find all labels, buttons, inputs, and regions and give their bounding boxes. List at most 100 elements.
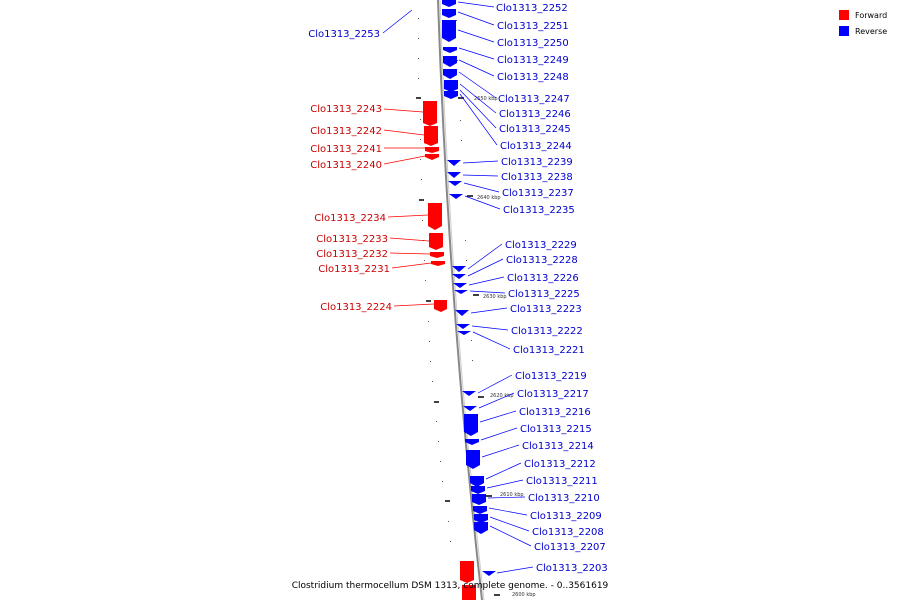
gene-label: Clo1313_2234 (314, 213, 386, 224)
gene-label: Clo1313_2208 (532, 527, 604, 538)
reverse-gene-block (447, 172, 461, 178)
tick-label: 2630 kbp (483, 294, 507, 300)
reverse-gene-block (444, 91, 458, 99)
gene-label: Clo1313_2214 (522, 441, 594, 452)
reverse-gene-block (453, 283, 467, 288)
gene-label: Clo1313_2210 (528, 493, 600, 504)
reverse-gene-block (454, 290, 468, 294)
gene-label: Clo1313_2228 (506, 255, 578, 266)
reverse-gene-block (471, 486, 485, 494)
gene-label: Clo1313_2216 (519, 407, 591, 418)
reverse-gene-block (449, 194, 463, 199)
gene-label: Clo1313_2245 (499, 124, 571, 135)
forward-gene-block (425, 154, 439, 160)
gene-label: Clo1313_2235 (503, 205, 575, 216)
reverse-gene-block (456, 324, 470, 329)
reverse-gene-block (470, 476, 484, 487)
genome-backbone (437, 0, 483, 600)
reverse-gene-block (443, 69, 457, 79)
gene-label: Clo1313_2224 (320, 302, 392, 313)
tick-mark: 2610 kbp (486, 492, 524, 498)
gene-label: Clo1313_2207 (534, 542, 606, 553)
gene-label: Clo1313_2223 (510, 304, 582, 315)
reverse-gene-block (442, 20, 456, 42)
gene-label: Clo1313_2222 (511, 326, 583, 337)
gene-label: Clo1313_2203 (536, 563, 608, 574)
reverse-gene-block (447, 160, 461, 166)
gene-label: Clo1313_2209 (530, 511, 602, 522)
forward-gene-block (425, 147, 439, 153)
gene-label: Clo1313_2250 (497, 38, 569, 49)
gene-label: Clo1313_2233 (316, 234, 388, 245)
reverse-gene-block (482, 571, 496, 576)
gene-label: Clo1313_2248 (497, 72, 569, 83)
reverse-gene-block (465, 439, 479, 445)
reverse-leaders (457, 1, 534, 574)
gene-label: Clo1313_2238 (501, 172, 573, 183)
gene-label: Clo1313_2226 (507, 273, 579, 284)
reverse-gene-block (474, 522, 488, 534)
tick-mark: 2630 kbp (473, 294, 507, 300)
map-title: Clostridium thermocellum DSM 1313, compl… (292, 581, 609, 591)
reverse-gene-block (448, 181, 462, 186)
reverse-gene-block (452, 266, 466, 272)
gene-label: Clo1313_2217 (517, 389, 589, 400)
reverse-gene-block (472, 494, 486, 505)
forward-gene-block (428, 203, 442, 230)
reverse-gene-block (443, 47, 457, 53)
gene-label: Clo1313_2253 (308, 29, 380, 40)
tick-mark: 2620 kbp (478, 393, 514, 399)
gene-label: Clo1313_2251 (497, 21, 569, 32)
reverse-gene-block (443, 56, 457, 67)
forward-gene-block (462, 585, 476, 600)
reverse-gene-block (462, 391, 476, 396)
forward-gene-block (434, 300, 447, 312)
legend: Forward Reverse (839, 10, 887, 36)
gene-label: Clo1313_2237 (502, 188, 574, 199)
reverse-gene-block (473, 506, 487, 514)
tick-label: 2640 kbp (477, 195, 501, 201)
tick-mark: 2640 kbp (467, 195, 501, 201)
gene-label: Clo1313_2219 (515, 371, 587, 382)
forward-genes (423, 101, 476, 600)
legend-reverse-label: Reverse (855, 27, 887, 36)
reverse-gene-block (444, 80, 458, 92)
scale-ticks: 2650 kbp 2640 kbp 2630 kbp 2620 kbp 2610… (416, 96, 536, 598)
tick-label: 2610 kbp (500, 492, 524, 498)
forward-gene-block (429, 233, 443, 250)
forward-gene-block (423, 101, 437, 126)
forward-labels: Clo1313_2253 Clo1313_2243 Clo1313_2242 C… (308, 29, 392, 313)
reverse-gene-block (474, 514, 488, 523)
forward-leaders (383, 108, 435, 307)
gene-label: Clo1313_2243 (310, 104, 382, 115)
gene-label: Clo1313_2239 (501, 157, 573, 168)
gene-label: Clo1313_2252 (496, 3, 568, 14)
gene-label: Clo1313_2212 (524, 459, 596, 470)
gene-label: Clo1313_2241 (310, 144, 382, 155)
forward-gene-block (460, 561, 474, 583)
reverse-gene-block (452, 274, 466, 279)
gene-label: Clo1313_2231 (318, 264, 390, 275)
forward-leaders-blue (382, 9, 413, 34)
gene-label: Clo1313_2229 (505, 240, 577, 251)
gene-label: Clo1313_2244 (500, 141, 572, 152)
reverse-gene-block (466, 450, 480, 469)
forward-gene-block (431, 261, 445, 266)
gene-label: Clo1313_2232 (316, 249, 388, 260)
gene-label: Clo1313_2221 (513, 345, 585, 356)
gene-label: Clo1313_2242 (310, 126, 382, 137)
reverse-labels: Clo1313_2252 Clo1313_2251 Clo1313_2250 C… (496, 3, 608, 574)
reverse-gene-block (464, 414, 478, 436)
forward-gene-block (424, 126, 438, 146)
tick-label: 2620 kbp (490, 393, 514, 399)
tick-label: 2600 kbp (512, 592, 536, 598)
gene-label: Clo1313_2247 (498, 94, 570, 105)
gene-label: Clo1313_2240 (310, 160, 382, 171)
tick-mark: 2600 kbp (494, 592, 536, 598)
legend-forward-label: Forward (855, 11, 887, 20)
gene-label: Clo1313_2246 (499, 109, 571, 120)
legend-reverse-swatch (839, 26, 849, 36)
reverse-genes (442, 0, 496, 576)
reverse-gene-block (442, 0, 456, 7)
